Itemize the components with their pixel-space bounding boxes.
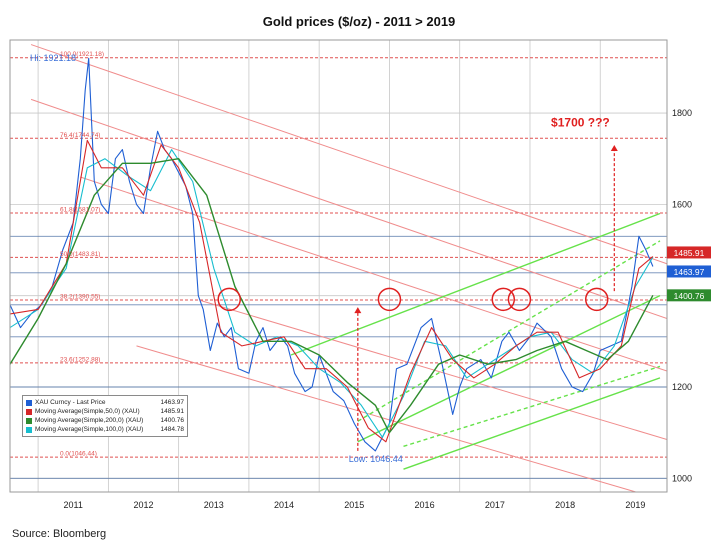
descending-channel-line [30,44,667,265]
arrow-head [354,307,362,314]
x-tick-label: 2018 [555,500,575,510]
arrow-head [610,145,618,152]
descending-channel-line [136,345,638,492]
legend-entry-ma50: Moving Average(Simple,50,0) (XAU) 1485.91 [26,407,184,416]
x-tick-label: 2013 [204,500,224,510]
legend-entry-ma200: Moving Average(Simple,200,0) (XAU) 1400.7… [26,416,184,425]
y-tick-label: 1000 [672,473,692,483]
x-axis: 2011 2012 2013 2014 2015 2016 2017 2018 2019 [64,500,646,510]
series-line-ma200 [10,157,654,434]
y-tick-label: 1200 [672,382,692,392]
y-tick-label: 1600 [672,199,692,209]
descending-channel-line [199,299,667,440]
fib-level-label: 76.4(1744.74) [60,132,100,139]
series-line-ma50 [10,139,654,443]
x-tick-label: 2017 [485,500,505,510]
price-tag-label: 1400.76 [674,291,705,301]
target-annotation: $1700 ??? [551,116,610,130]
fib-level-label: 0.0(1046.44) [60,451,97,458]
resistance-circle [507,287,532,312]
fibonacci-levels [10,57,667,458]
fib-level-label: 61.8(1581.07) [60,207,100,214]
x-tick-label: 2011 [64,500,83,510]
legend-value: 1463.97 [160,399,185,406]
price-tags: 1485.91 1463.97 1400.76 [667,246,711,302]
legend-swatch [26,417,32,424]
ascending-channel-line [357,295,661,443]
price-tag-box [667,289,711,302]
legend-swatch [26,408,32,415]
ascending-channel-line [357,240,661,422]
legend-swatch [26,399,32,406]
x-tick-label: 2014 [274,500,294,510]
legend-label: Moving Average(Simple,100,0) (XAU) [35,426,144,433]
annotation-marks [217,145,618,451]
price-tag-box [667,265,711,278]
legend-value: 1400.76 [160,417,185,424]
descending-channel-line [80,176,667,372]
legend-value: 1485.91 [160,408,185,415]
legend-entry-ma100: Moving Average(Simple,100,0) (XAU) 1484.7… [26,425,184,434]
x-tick-label: 2015 [344,500,364,510]
resistance-circle [217,287,241,312]
legend-label: Moving Average(Simple,200,0) (XAU) [35,417,144,424]
resistance-circle [584,287,609,312]
chart-legend: XAU Curncy - Last Price 1463.97 Moving Ave… [22,395,188,437]
source-note: Source: Bloomberg [12,528,107,540]
y-tick-label: 1800 [672,108,692,118]
plot-area [10,44,667,492]
legend-value: 1484.78 [160,426,185,433]
price-tag-label: 1463.97 [674,267,705,277]
ascending-channel-line [403,365,661,448]
fib-level-label: 100.0(1921.18) [60,51,104,58]
legend-label: Moving Average(Simple,50,0) (XAU) [35,408,140,415]
fib-level-label: 23.6(1252.88) [60,356,100,363]
price-series [10,57,654,452]
price-tag-box [667,246,711,259]
low-annotation: Low: 1046.44 [349,454,403,464]
fib-level-label: 38.2(1390.55) [60,293,100,300]
resistance-circle [377,287,402,312]
high-annotation: Hi: 1921.18 [30,53,76,63]
fib-level-label: 50.0(1483.81) [60,251,100,258]
chart-title: Gold prices ($/oz) - 2011 > 2019 [262,14,456,29]
legend-entry-price: XAU Curncy - Last Price 1463.97 [26,398,184,407]
chart-annotations: 100.0(1921.18) 76.4(1744.74) 61.8(1581.07)… [30,51,610,464]
legend-label: XAU Curncy - Last Price [35,399,106,406]
trend-channels [30,44,667,492]
ascending-channel-line [403,377,661,470]
x-tick-label: 2012 [133,500,153,510]
x-tick-label: 2019 [625,500,645,510]
resistance-circle [491,287,516,312]
x-tick-label: 2016 [415,500,435,510]
descending-channel-line [30,98,667,319]
price-tag-label: 1485.91 [674,248,705,258]
ascending-channel-line [290,212,661,356]
legend-swatch [26,426,32,433]
